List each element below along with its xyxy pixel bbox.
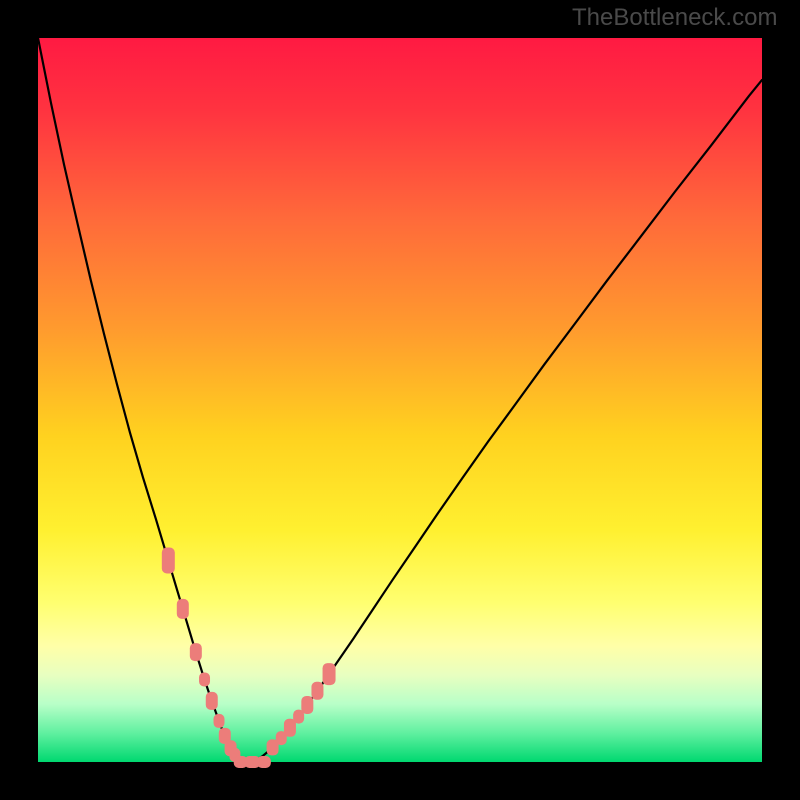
curve-marker xyxy=(301,696,313,714)
bottleneck-chart xyxy=(0,0,800,800)
curve-marker xyxy=(190,643,202,661)
curve-marker xyxy=(177,599,189,619)
curve-marker xyxy=(206,692,218,710)
watermark-text: TheBottleneck.com xyxy=(572,4,777,32)
curve-marker xyxy=(323,663,336,685)
gradient-background xyxy=(38,38,762,762)
chart-frame: TheBottleneck.com xyxy=(0,0,800,800)
curve-marker xyxy=(257,756,271,768)
curve-marker xyxy=(162,548,175,574)
curve-marker xyxy=(214,714,225,728)
curve-marker xyxy=(311,682,323,700)
curve-marker xyxy=(199,672,210,686)
